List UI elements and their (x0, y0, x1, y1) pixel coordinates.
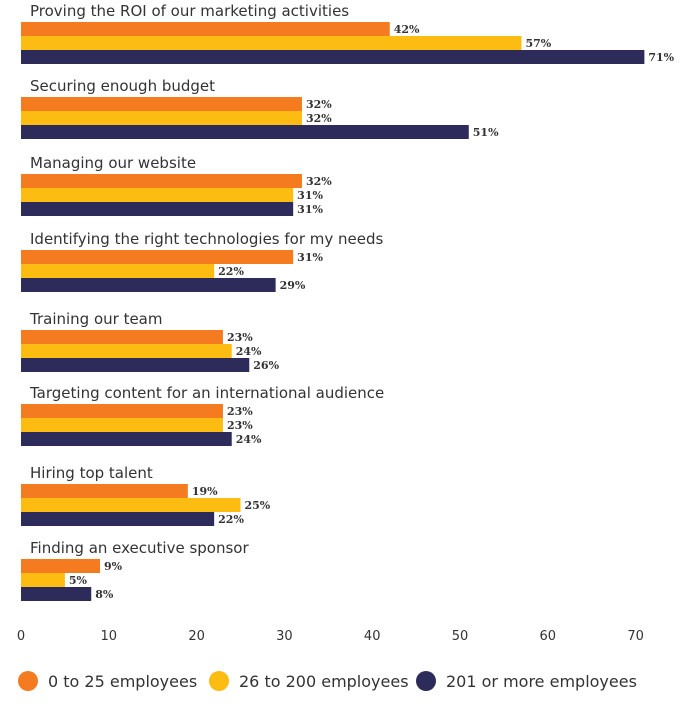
category-label: Training our team (30, 310, 163, 328)
data-label: 32% (306, 98, 332, 111)
category-label: Identifying the right technologies for m… (30, 230, 384, 248)
data-label: 24% (236, 345, 262, 358)
bar (21, 432, 232, 446)
x-tick-label: 70 (627, 629, 644, 644)
bar (21, 484, 188, 498)
bar (21, 202, 294, 216)
legend-swatch (416, 671, 436, 691)
data-label: 22% (218, 265, 244, 278)
bar (21, 512, 215, 526)
x-tick-label: 40 (364, 629, 381, 644)
x-tick-label: 60 (540, 629, 557, 644)
x-tick-label: 20 (188, 629, 205, 644)
bar (21, 264, 215, 278)
bar (21, 22, 390, 36)
bar (21, 404, 223, 418)
bar (21, 174, 302, 188)
bar (21, 573, 65, 587)
legend-item: 0 to 25 employees (18, 668, 197, 694)
data-label: 51% (473, 126, 499, 139)
category-label: Managing our website (30, 154, 197, 172)
bar (21, 250, 294, 264)
data-label: 71% (648, 51, 674, 64)
data-label: 29% (280, 279, 306, 292)
category-label: Finding an executive sponsor (30, 539, 249, 557)
legend-swatch (18, 671, 38, 691)
bar (21, 97, 302, 111)
data-label: 23% (227, 419, 253, 432)
x-tick-label: 30 (276, 629, 293, 644)
data-label: 22% (218, 513, 244, 526)
bar (21, 418, 223, 432)
category-label: Proving the ROI of our marketing activit… (30, 2, 350, 20)
data-label: 31% (297, 203, 323, 216)
x-tick-label: 0 (17, 629, 25, 644)
data-label: 32% (306, 175, 332, 188)
legend-label: 201 or more employees (446, 671, 637, 691)
data-label: 23% (227, 405, 253, 418)
data-label: 19% (192, 485, 218, 498)
x-tick-label: 50 (452, 629, 469, 644)
legend: 0 to 25 employees 26 to 200 employees 201 … (0, 668, 685, 694)
data-label: 23% (227, 331, 253, 344)
bar (21, 125, 469, 139)
bar (21, 111, 302, 125)
data-label: 26% (253, 359, 279, 372)
legend-item: 26 to 200 employees (209, 668, 409, 694)
category-label: Targeting content for an international a… (30, 384, 385, 402)
bar (21, 278, 276, 292)
legend-label: 26 to 200 employees (239, 671, 409, 691)
data-label: 25% (245, 499, 271, 512)
bar (21, 344, 232, 358)
bar (21, 358, 250, 372)
category-label: Securing enough budget (30, 77, 216, 95)
legend-swatch (209, 671, 229, 691)
bar (21, 498, 241, 512)
bar (21, 330, 223, 344)
bar (21, 36, 522, 50)
legend-item: 201 or more employees (416, 668, 637, 694)
x-tick-label: 10 (101, 629, 118, 644)
data-label: 42% (394, 23, 420, 36)
data-label: 32% (306, 112, 332, 125)
bar (21, 559, 101, 573)
bar (21, 50, 645, 64)
data-label: 31% (297, 251, 323, 264)
bar (21, 188, 294, 202)
category-label: Hiring top talent (30, 464, 153, 482)
data-label: 31% (297, 189, 323, 202)
bar (21, 587, 92, 601)
data-label: 8% (95, 588, 114, 601)
legend-label: 0 to 25 employees (48, 671, 198, 691)
data-label: 24% (236, 433, 262, 446)
data-label: 5% (69, 574, 88, 587)
data-label: 9% (104, 560, 123, 573)
data-label: 57% (525, 37, 551, 50)
